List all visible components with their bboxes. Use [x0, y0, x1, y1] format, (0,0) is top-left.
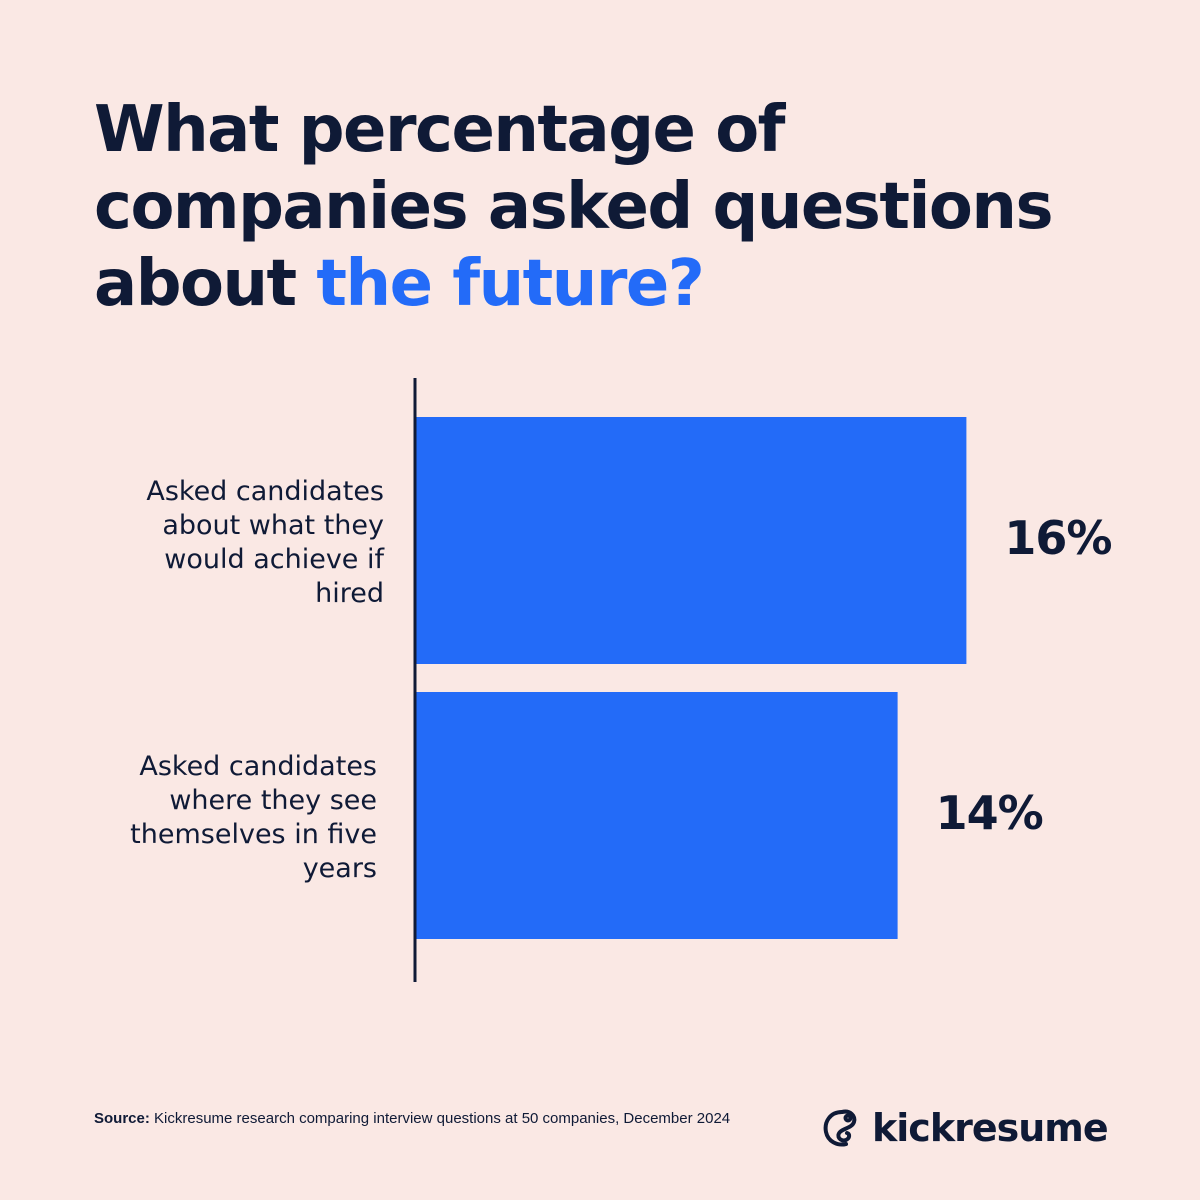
- bar: [416, 417, 967, 664]
- kickresume-logo: kickresume: [820, 1106, 1109, 1150]
- value-label: 14%: [935, 786, 1044, 840]
- title-text: What percentage of companies asked quest…: [94, 93, 1054, 321]
- bar: [416, 692, 898, 939]
- source-note: Source: Kickresume research comparing in…: [94, 1108, 734, 1130]
- category-label: Asked candidates about what they would a…: [146, 476, 384, 609]
- value-label: 16%: [1004, 511, 1112, 565]
- source-text: Kickresume research comparing interview …: [149, 1110, 731, 1127]
- source-label: Source:: [94, 1110, 150, 1127]
- title-highlight: the future?: [316, 247, 705, 321]
- chart-title: What percentage of companies asked quest…: [94, 92, 1144, 323]
- chameleon-icon: [823, 1109, 857, 1147]
- brand-name: kickresume: [872, 1106, 1109, 1150]
- category-label: Asked candidates where they see themselv…: [130, 751, 377, 884]
